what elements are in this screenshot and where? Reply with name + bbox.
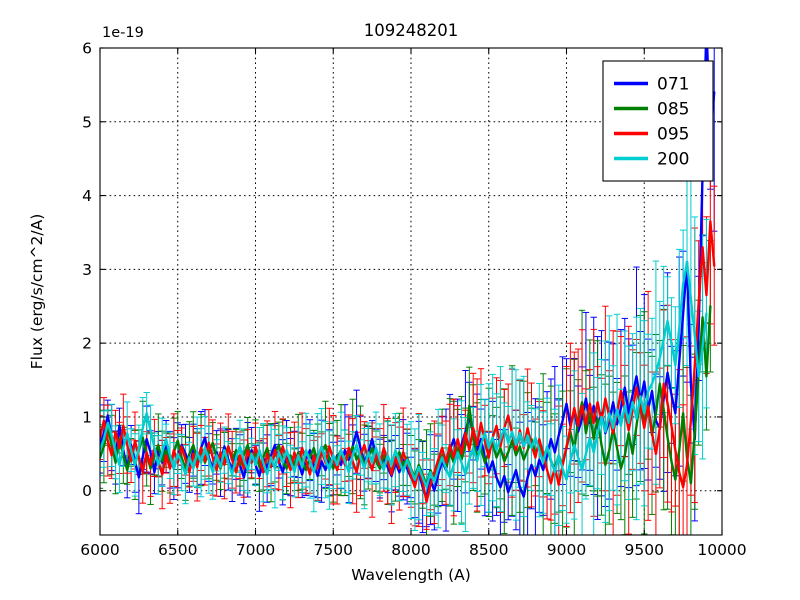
plot-title: 109248201 bbox=[364, 21, 458, 40]
xtick-label: 7500 bbox=[314, 541, 353, 559]
legend-item-095[interactable]: 095 bbox=[614, 125, 689, 145]
legend[interactable]: 071 085 095 200 bbox=[602, 60, 714, 182]
legend-item-085[interactable]: 085 bbox=[614, 100, 689, 120]
legend-label-200: 200 bbox=[657, 150, 689, 170]
x-axis-title: Wavelength (A) bbox=[351, 566, 471, 584]
xtick-label: 8000 bbox=[391, 541, 430, 559]
xtick-label: 7000 bbox=[236, 541, 275, 559]
ytick-label: 6 bbox=[82, 40, 92, 58]
ytick-label: 4 bbox=[82, 187, 92, 205]
legend-box bbox=[602, 60, 714, 182]
y-axis-offset-label: 1e-19 bbox=[102, 25, 144, 41]
xtick-label: 9000 bbox=[547, 541, 586, 559]
xtick-label: 6000 bbox=[80, 541, 119, 559]
y-axis-title: Flux (erg/s/cm^2/A) bbox=[28, 214, 46, 370]
legend-label-071: 071 bbox=[657, 75, 689, 95]
legend-item-071[interactable]: 071 bbox=[614, 75, 689, 95]
xtick-label: 6500 bbox=[158, 541, 197, 559]
series-line-200 bbox=[100, 260, 708, 489]
ytick-label: 3 bbox=[82, 261, 92, 279]
ytick-label: 0 bbox=[82, 482, 92, 500]
xtick-label: 9500 bbox=[625, 541, 664, 559]
legend-label-085: 085 bbox=[657, 100, 689, 120]
legend-item-200[interactable]: 200 bbox=[614, 150, 689, 170]
legend-label-095: 095 bbox=[657, 125, 689, 145]
axis-titles-layer: 109248201 1e-19 Wavelength (A) Flux (erg/s/… bbox=[28, 21, 471, 584]
xtick-label: 10000 bbox=[697, 541, 746, 559]
ytick-label: 2 bbox=[82, 335, 92, 353]
tick-marks-and-labels: 6000 6500 7000 7500 8000 8500 9000 9500 10000 0 1 2… bbox=[80, 40, 746, 560]
series-line-071 bbox=[100, 48, 716, 500]
data-series-layer bbox=[100, 48, 718, 535]
ytick-label: 1 bbox=[82, 408, 92, 426]
ytick-label: 5 bbox=[82, 113, 92, 131]
xtick-label: 8500 bbox=[469, 541, 508, 559]
